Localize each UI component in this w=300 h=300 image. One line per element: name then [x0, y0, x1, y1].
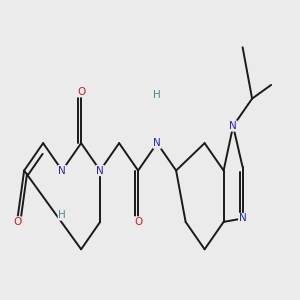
Text: O: O [13, 217, 21, 227]
Text: N: N [239, 214, 247, 224]
Text: N: N [96, 166, 104, 176]
Text: N: N [229, 121, 237, 131]
Text: N: N [153, 138, 161, 148]
Text: H: H [58, 210, 66, 220]
Text: N: N [58, 166, 66, 176]
Text: O: O [77, 87, 85, 97]
Text: H: H [153, 90, 161, 100]
Text: O: O [134, 217, 142, 227]
